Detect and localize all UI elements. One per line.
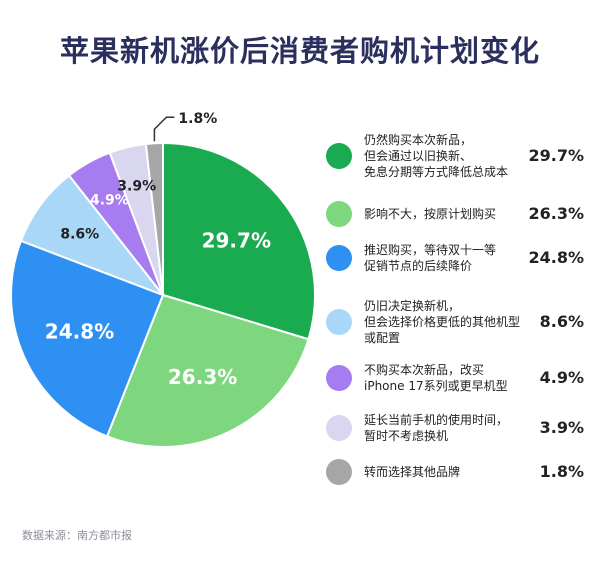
legend-value: 1.8% xyxy=(539,462,584,481)
legend-label-line: 推迟购买，等待双十一等 xyxy=(364,243,497,257)
chart-title: 苹果新机涨价后消费者购机计划变化 xyxy=(59,34,540,68)
legend-label: 仍旧决定换新机， 但会选择价格更低的其他机型 或配置 xyxy=(364,298,524,346)
legend-swatch xyxy=(326,459,352,485)
legend-label-line: 仍旧决定换新机， xyxy=(364,299,461,313)
legend-value: 8.6% xyxy=(539,312,584,331)
slice-value-label: 29.7% xyxy=(202,229,271,253)
leader-line xyxy=(153,116,175,142)
legend-label-line: 暂时不考虑换机 xyxy=(364,429,449,443)
pie-slice xyxy=(10,239,165,438)
legend-value: 29.7% xyxy=(528,146,584,165)
legend-label-line: 免息分期等方式降低总成本 xyxy=(364,165,509,179)
slice-value-label: 8.6% xyxy=(60,227,99,243)
slice-value-label: 1.8% xyxy=(178,111,217,127)
legend-label-line: iPhone 17系列或更早机型 xyxy=(364,379,508,393)
legend-label-line: 不购买本次新品，改买 xyxy=(364,363,485,377)
legend-label: 转而选择其他品牌 xyxy=(364,464,524,480)
pie-slice xyxy=(105,293,310,448)
legend-label: 不购买本次新品，改买 iPhone 17系列或更早机型 xyxy=(364,362,524,394)
legend-label-line: 但会选择价格更低的其他机型 xyxy=(364,315,521,329)
legend-swatch xyxy=(326,365,352,391)
legend-label-line: 影响不大，按原计划购买 xyxy=(364,207,497,221)
legend-label-line: 但会通过以旧换新、 xyxy=(364,149,473,163)
legend-label-line: 延长当前手机的使用时间， xyxy=(364,413,509,427)
legend-swatch xyxy=(326,415,352,441)
slice-value-label: 24.8% xyxy=(45,320,114,344)
legend-label-line: 促销节点的后续降价 xyxy=(364,259,473,273)
legend-label-line: 或配置 xyxy=(364,331,401,345)
legend-value: 3.9% xyxy=(539,418,584,437)
legend-swatch xyxy=(326,245,352,271)
slice-value-label: 26.3% xyxy=(168,365,237,389)
legend-swatch xyxy=(326,143,352,169)
legend-value: 4.9% xyxy=(539,368,584,387)
legend-label: 延长当前手机的使用时间， 暂时不考虑换机 xyxy=(364,412,524,444)
slice-value-label: 4.9% xyxy=(90,193,129,209)
pie-slice xyxy=(162,141,316,341)
legend-label: 仍然购买本次新品， 但会通过以旧换新、免息分期等方式降低总成本 xyxy=(364,132,524,180)
legend-label: 影响不大，按原计划购买 xyxy=(364,206,524,222)
legend-swatch xyxy=(326,309,352,335)
legend-value: 26.3% xyxy=(528,204,584,223)
pie-slice xyxy=(144,141,164,296)
legend-swatch xyxy=(326,201,352,227)
legend-value: 24.8% xyxy=(528,248,584,267)
legend-label: 推迟购买，等待双十一等 促销节点的后续降价 xyxy=(364,242,524,274)
legend-label-line: 转而选择其他品牌 xyxy=(364,465,461,479)
slice-value-label: 3.9% xyxy=(117,179,156,195)
legend-label-line: 仍然购买本次新品， xyxy=(364,133,473,147)
source-note: 数据来源：南方都市报 xyxy=(22,529,132,542)
